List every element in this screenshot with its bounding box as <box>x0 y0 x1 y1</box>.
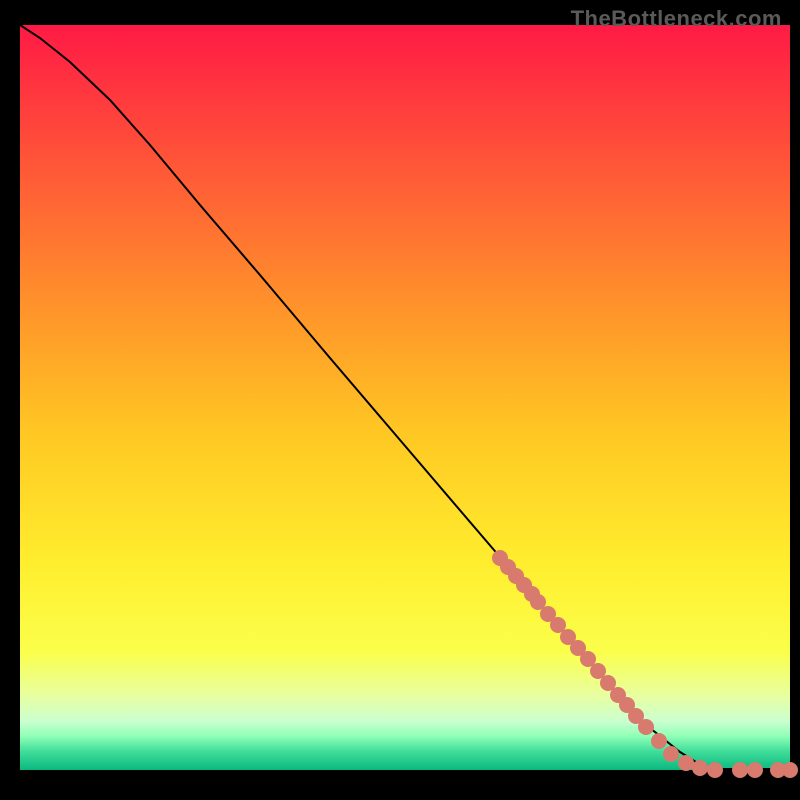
data-marker <box>678 755 694 771</box>
data-marker <box>692 760 708 776</box>
data-marker <box>707 762 723 778</box>
watermark-text: TheBottleneck.com <box>571 6 782 32</box>
chart-svg <box>0 0 800 800</box>
data-marker <box>782 762 798 778</box>
data-marker <box>747 762 763 778</box>
data-marker <box>663 746 679 762</box>
data-marker <box>732 762 748 778</box>
chart-container: TheBottleneck.com <box>0 0 800 800</box>
plot-background <box>20 25 790 770</box>
data-marker <box>651 733 667 749</box>
data-marker <box>638 719 654 735</box>
